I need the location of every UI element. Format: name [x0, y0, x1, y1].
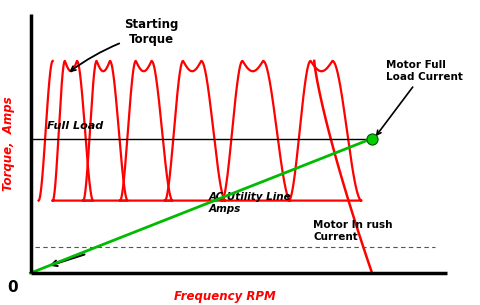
Text: Torque,  Amps: Torque, Amps: [2, 96, 15, 191]
Text: 0: 0: [7, 280, 18, 295]
Text: Frequency RPM: Frequency RPM: [174, 290, 276, 303]
Text: Motor Full
Load Current: Motor Full Load Current: [377, 60, 463, 135]
Text: Motor In rush
Current: Motor In rush Current: [313, 221, 393, 242]
Text: Full Load: Full Load: [47, 121, 103, 131]
Text: AC Utility Line
Amps: AC Utility Line Amps: [208, 192, 291, 214]
Text: Starting
Torque: Starting Torque: [71, 18, 179, 71]
